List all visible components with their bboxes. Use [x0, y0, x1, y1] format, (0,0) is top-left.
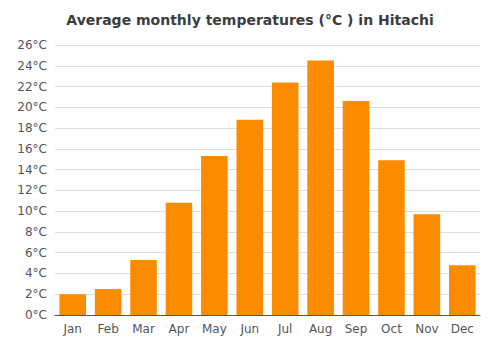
- svg-text:22°C: 22°C: [17, 80, 47, 94]
- svg-text:Jul: Jul: [277, 322, 292, 336]
- svg-text:10°C: 10°C: [17, 204, 47, 218]
- svg-text:Mar: Mar: [132, 322, 155, 336]
- svg-text:2°C: 2°C: [25, 287, 47, 301]
- svg-text:14°C: 14°C: [17, 163, 47, 177]
- svg-text:Average monthly temperatures (: Average monthly temperatures (°C ) in Hi…: [66, 12, 433, 28]
- svg-text:Sep: Sep: [345, 322, 368, 336]
- svg-text:20°C: 20°C: [17, 100, 47, 114]
- svg-text:Oct: Oct: [381, 322, 402, 336]
- svg-text:Nov: Nov: [415, 322, 438, 336]
- svg-text:12°C: 12°C: [17, 183, 47, 197]
- svg-text:Jan: Jan: [62, 322, 82, 336]
- svg-text:26°C: 26°C: [17, 38, 47, 52]
- svg-text:18°C: 18°C: [17, 121, 47, 135]
- svg-text:Aug: Aug: [309, 322, 332, 336]
- svg-text:16°C: 16°C: [17, 142, 47, 156]
- svg-text:24°C: 24°C: [17, 59, 47, 73]
- svg-text:8°C: 8°C: [25, 225, 47, 239]
- svg-text:Dec: Dec: [451, 322, 474, 336]
- svg-text:Jun: Jun: [239, 322, 259, 336]
- svg-text:May: May: [202, 322, 227, 336]
- svg-text:Feb: Feb: [98, 322, 119, 336]
- svg-text:Apr: Apr: [169, 322, 190, 336]
- svg-text:6°C: 6°C: [25, 246, 47, 260]
- svg-text:4°C: 4°C: [25, 266, 47, 280]
- svg-text:0°C: 0°C: [25, 308, 47, 322]
